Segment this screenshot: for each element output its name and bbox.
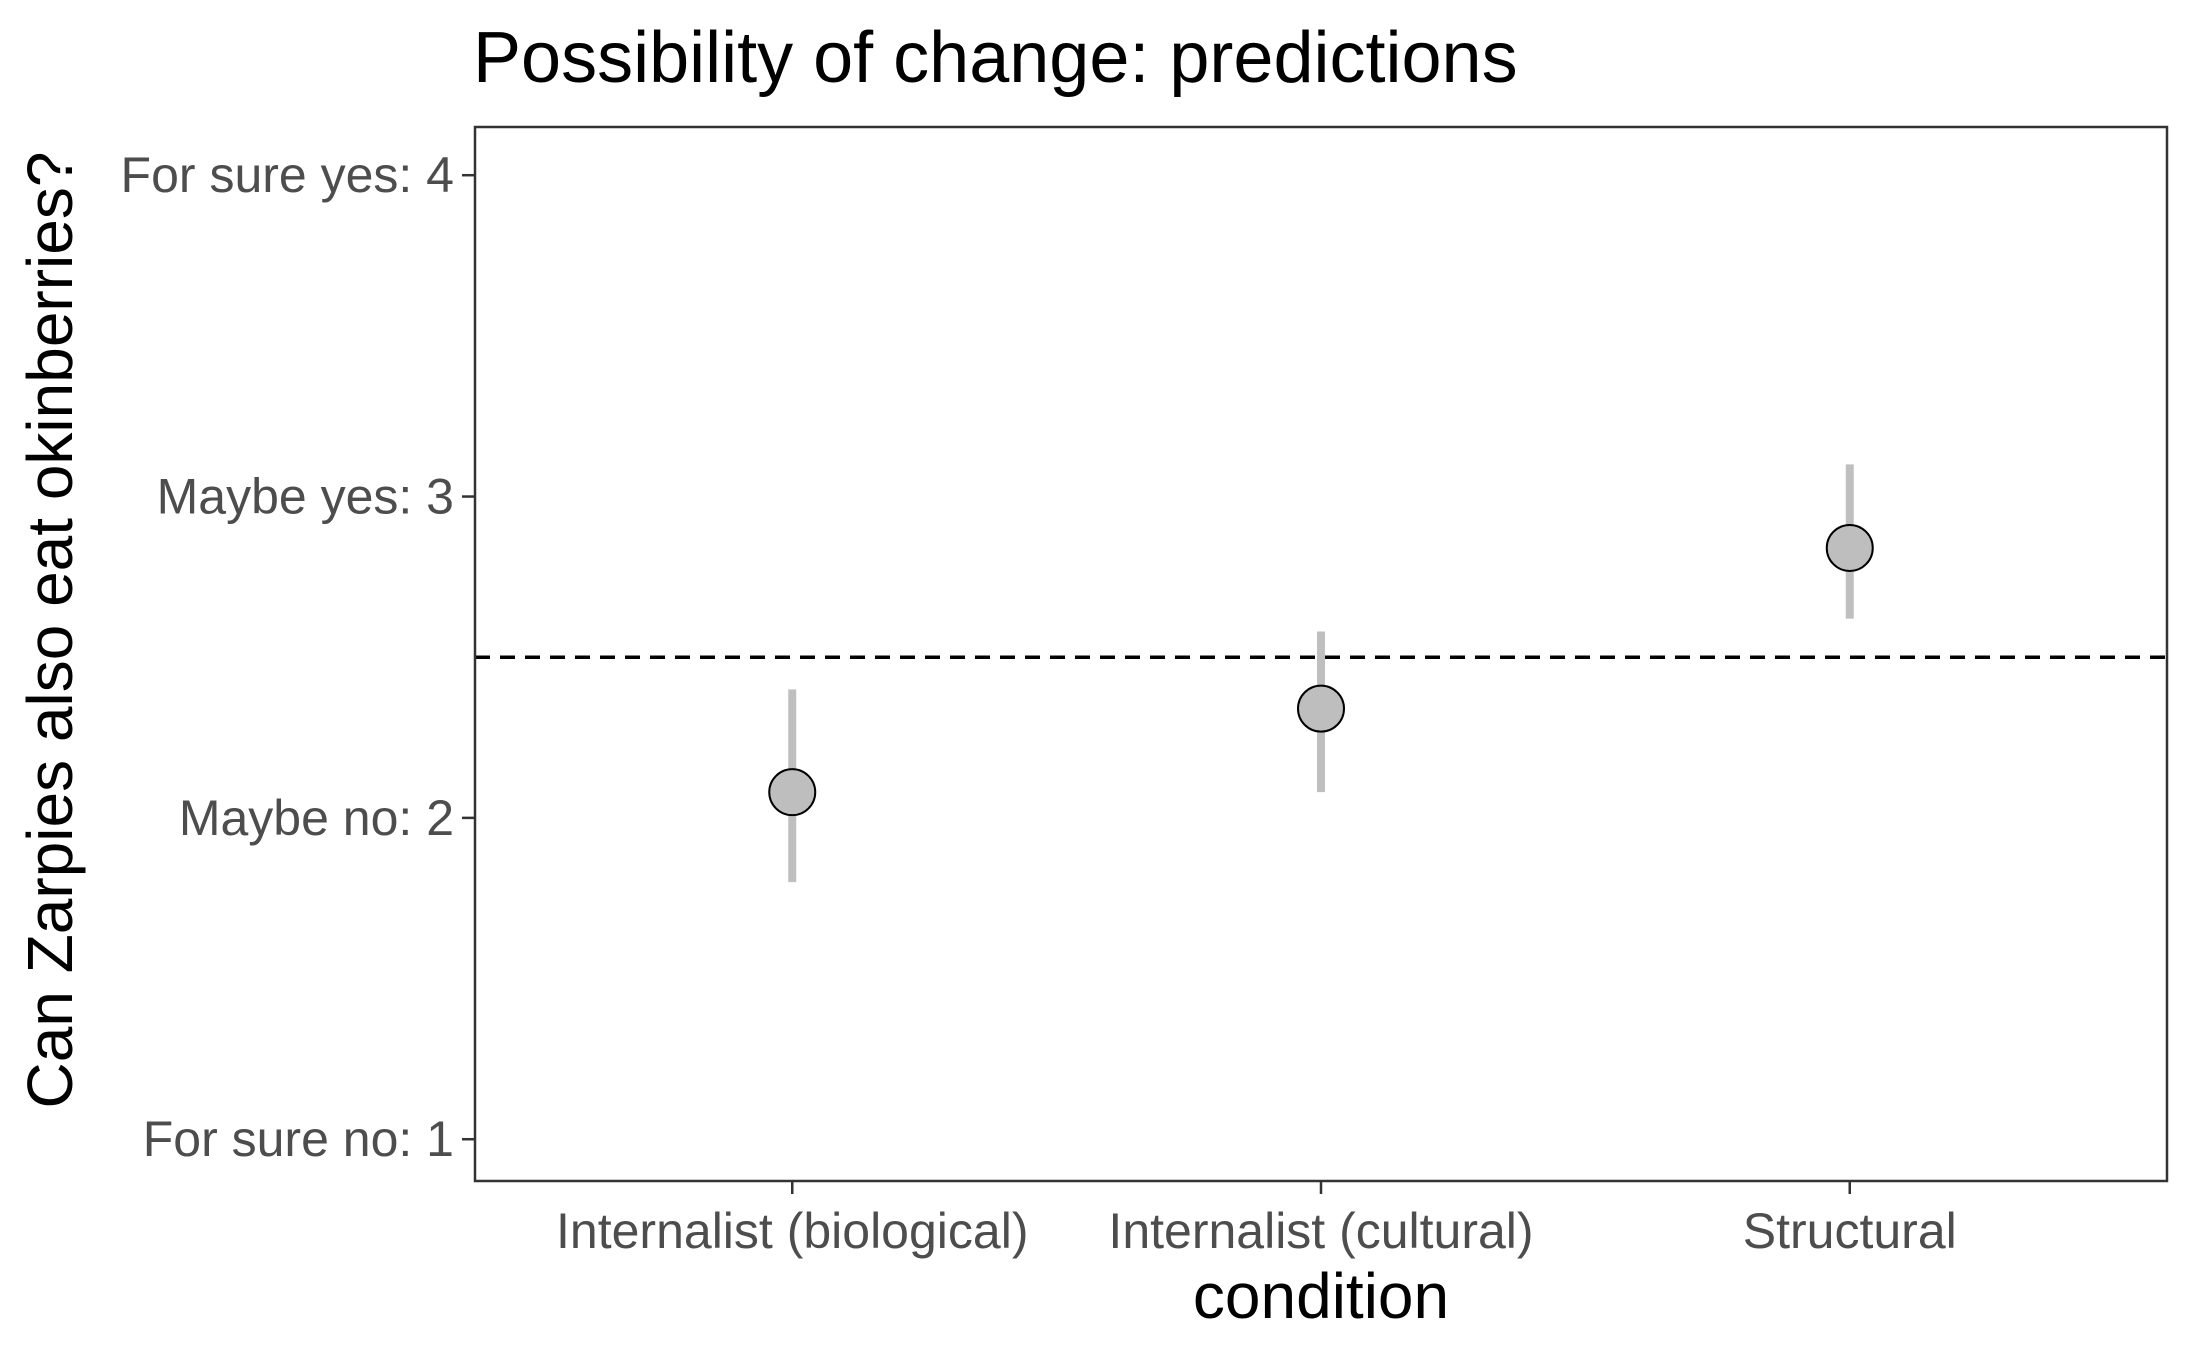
plot-area	[475, 464, 2167, 883]
axes: For sure no: 1 Maybe no: 2 Maybe yes: 3 For…	[121, 125, 2169, 1259]
y-tick-label: For sure yes: 4	[121, 147, 454, 203]
x-tick-label: Internalist (biological)	[556, 1203, 1028, 1259]
x-tick-label: Structural	[1743, 1203, 1957, 1259]
chart-title: Possibility of change: predictions	[473, 18, 1518, 98]
data-point	[1297, 684, 1345, 733]
y-tick-label: Maybe no: 2	[179, 790, 454, 846]
x-axis-title: condition	[1193, 1260, 1449, 1332]
x-tick-label: Internalist (cultural)	[1108, 1203, 1533, 1259]
data-point	[768, 768, 817, 817]
y-axis-title: Can Zarpies also eat okinberries?	[14, 152, 86, 1109]
y-tick-label: For sure no: 1	[143, 1111, 454, 1167]
data-point	[1825, 523, 1874, 572]
y-tick-label: Maybe yes: 3	[157, 469, 454, 525]
